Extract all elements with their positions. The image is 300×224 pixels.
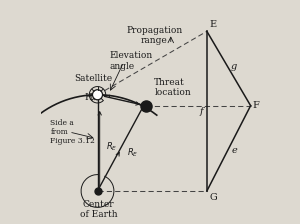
Text: Threat
location: Threat location (154, 78, 191, 97)
Text: Side a
from
Figure 3.12: Side a from Figure 3.12 (50, 119, 95, 145)
Text: F: F (253, 101, 260, 110)
Circle shape (92, 90, 103, 100)
Text: Propagation
range: Propagation range (126, 26, 182, 45)
Text: $R_E$: $R_E$ (106, 141, 118, 153)
Text: Center
of Earth: Center of Earth (80, 200, 117, 219)
Text: G: G (209, 193, 217, 202)
Text: Satellite: Satellite (74, 74, 112, 83)
Text: g: g (231, 62, 237, 71)
Text: $R_E$: $R_E$ (127, 146, 138, 159)
Text: f: f (200, 107, 203, 116)
Text: H: H (84, 93, 92, 102)
Text: e: e (231, 146, 237, 155)
Text: Elevation
angle: Elevation angle (110, 51, 153, 71)
Text: E: E (209, 20, 216, 29)
